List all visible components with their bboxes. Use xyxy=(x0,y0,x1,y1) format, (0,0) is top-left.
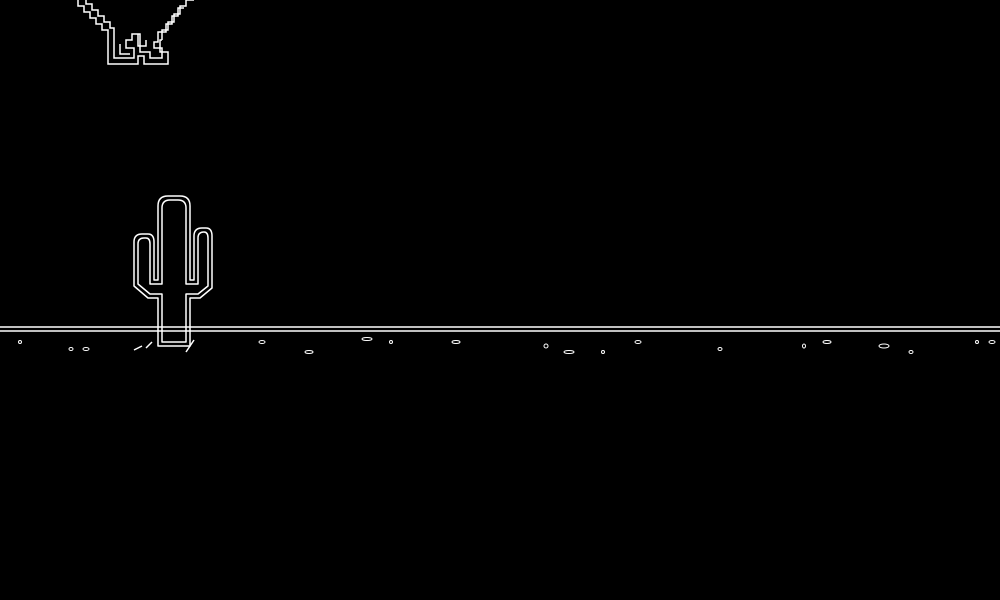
pebble xyxy=(988,340,996,344)
pebble xyxy=(601,350,605,354)
pebble xyxy=(389,340,393,344)
pebble xyxy=(975,340,979,344)
pebble xyxy=(258,340,266,344)
pterodactyl-right-wing-inner xyxy=(157,7,184,38)
pterodactyl-left-wing xyxy=(77,0,109,40)
pebble xyxy=(802,343,806,349)
pebble xyxy=(18,340,22,344)
cactus-sprite xyxy=(133,195,213,353)
pebble xyxy=(451,340,461,344)
pebble xyxy=(543,343,549,349)
pebble xyxy=(82,347,90,351)
pebble xyxy=(361,337,373,341)
cactus-outer-outline xyxy=(133,195,213,347)
pterodactyl-belly xyxy=(119,44,130,55)
pterodactyl-left-wing-inner xyxy=(85,0,115,36)
pebble xyxy=(68,347,74,351)
ground-pebbles xyxy=(18,337,996,354)
pebble xyxy=(878,343,890,349)
pebble xyxy=(563,350,575,354)
pebble xyxy=(822,340,832,344)
pebble xyxy=(717,347,723,351)
pebble xyxy=(634,340,642,344)
cactus-base-debris xyxy=(133,339,195,353)
pterodactyl-sprite xyxy=(77,0,194,65)
ground xyxy=(0,326,1000,332)
pterodactyl-leg xyxy=(137,34,147,47)
pterodactyl-body-inner xyxy=(113,33,163,59)
pebble xyxy=(908,350,914,354)
cactus-inner-outline xyxy=(137,199,209,343)
pebble xyxy=(304,350,314,354)
